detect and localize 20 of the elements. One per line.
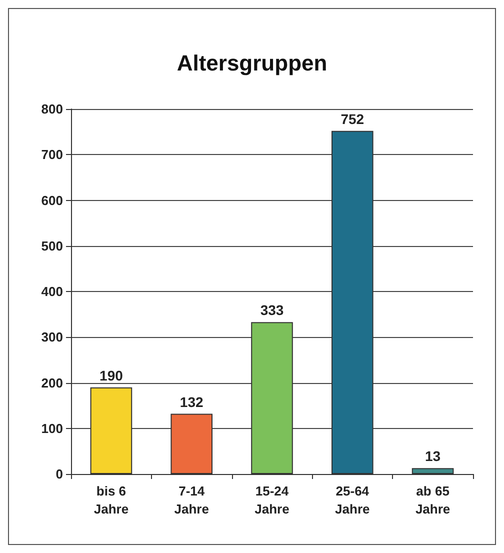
y-tick-label: 200 [41,375,63,390]
data-label: 333 [260,302,284,318]
x-tick-label: bis 6 Jahre [94,484,129,516]
y-tick-label: 100 [41,420,63,436]
x-tick-label: 7-14 Jahre [174,484,209,516]
y-tick-label: 500 [41,238,63,254]
x-tick-label: ab 65 Jahre [415,484,450,516]
y-tick-label: 0 [56,466,63,482]
data-label: 752 [340,110,364,127]
chart-title: Altersgruppen [176,50,328,76]
x-tick-label: 15-24 Jahre [254,484,290,516]
y-tick-label: 800 [41,102,63,116]
y-tick-label: 300 [41,330,63,345]
y-tick-label: 600 [41,192,63,208]
data-label: 13 [425,448,441,464]
x-tick-label: 25-64 Jahre [335,484,370,516]
data-label: 132 [180,394,204,410]
y-tick-label: 700 [41,147,63,162]
data-label: 190 [100,367,124,384]
y-tick-label: 400 [41,284,63,299]
